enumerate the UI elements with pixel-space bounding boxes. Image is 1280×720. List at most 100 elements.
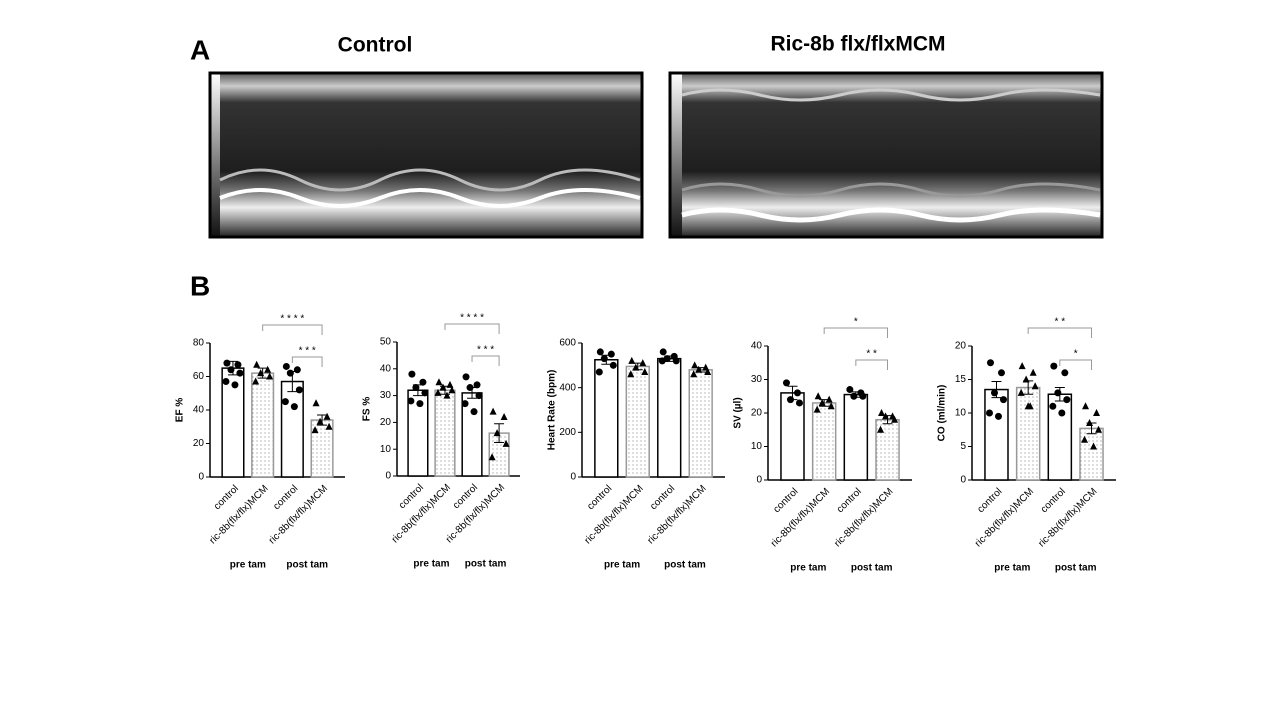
significance-label: * *	[1055, 317, 1066, 328]
data-point	[323, 412, 331, 420]
data-point	[470, 408, 478, 416]
data-point	[466, 384, 474, 392]
data-point	[1081, 435, 1089, 443]
significance-bracket	[855, 359, 889, 370]
data-point	[475, 392, 483, 400]
y-tick-label: 10	[751, 441, 763, 452]
group-label: post tam	[664, 560, 706, 571]
data-point	[793, 389, 801, 397]
data-point	[502, 439, 510, 447]
data-point	[814, 392, 822, 400]
data-point	[813, 405, 821, 413]
y-tick-label: 20	[193, 438, 205, 449]
y-tick-label: 20	[380, 417, 392, 428]
data-point	[500, 413, 508, 421]
data-point	[1022, 375, 1030, 383]
data-point	[704, 368, 712, 376]
y-axis-label: Heart Rate (bpm)	[547, 370, 558, 451]
data-point	[1029, 368, 1037, 376]
data-point	[882, 412, 890, 420]
y-axis-label: CO (ml/min)	[937, 385, 948, 442]
data-point	[421, 389, 429, 397]
echo-image	[668, 71, 1104, 239]
data-point	[1024, 402, 1032, 410]
y-tick-label: 20	[751, 408, 763, 419]
data-point	[1090, 442, 1098, 450]
x-tick-label: control	[1039, 486, 1068, 515]
bar	[657, 357, 682, 478]
data-point	[325, 422, 333, 430]
data-point	[1049, 402, 1057, 410]
data-point	[827, 402, 835, 410]
data-point	[609, 361, 617, 369]
x-tick-label: control	[835, 486, 864, 515]
y-tick-label: 30	[751, 374, 763, 385]
significance-bracket	[823, 327, 889, 338]
y-tick-label: 60	[193, 371, 205, 382]
data-point	[596, 348, 604, 356]
data-point	[1054, 389, 1062, 397]
bar	[843, 393, 869, 481]
data-point	[1063, 396, 1071, 404]
y-axis-label: FS %	[362, 397, 373, 422]
data-point	[231, 381, 239, 389]
y-tick-label: 600	[559, 338, 576, 349]
data-point	[473, 381, 481, 389]
data-point	[985, 409, 993, 417]
data-point	[782, 379, 790, 387]
data-point	[641, 368, 649, 376]
y-tick-label: 40	[380, 363, 392, 374]
data-point	[295, 386, 303, 394]
bar	[594, 359, 619, 478]
data-point	[222, 378, 230, 386]
bar	[1079, 427, 1104, 481]
bar	[434, 389, 456, 477]
significance-label: * * *	[299, 346, 316, 357]
y-tick-label: 0	[570, 472, 576, 483]
echo-image	[208, 71, 644, 239]
significance-bracket	[444, 323, 500, 334]
significance-bracket	[262, 324, 323, 335]
data-point	[850, 392, 858, 400]
data-point	[639, 359, 647, 367]
data-point	[786, 396, 794, 404]
data-point	[859, 392, 867, 400]
group-label: pre tam	[413, 559, 449, 570]
data-point	[1050, 362, 1058, 370]
significance-label: * * *	[477, 345, 494, 356]
data-point	[416, 400, 424, 408]
data-point	[439, 383, 447, 391]
data-point	[659, 348, 667, 356]
x-tick-label: control	[975, 486, 1004, 515]
data-point	[607, 350, 615, 358]
significance-label: *	[1074, 349, 1078, 360]
data-point	[488, 453, 496, 461]
bar	[251, 372, 275, 478]
data-point	[1093, 409, 1101, 416]
y-tick-label: 15	[955, 374, 967, 385]
data-point	[435, 378, 443, 386]
y-tick-label: 40	[751, 341, 763, 352]
group-label: post tam	[286, 560, 328, 571]
data-point	[690, 370, 698, 378]
data-point	[658, 357, 666, 365]
x-tick-label: control	[648, 483, 677, 512]
group-label: post tam	[1055, 563, 1097, 574]
data-point	[691, 361, 699, 369]
data-point	[293, 366, 301, 374]
x-tick-label: ric-8b(flx/flx)MCM	[769, 486, 832, 549]
y-tick-label: 0	[385, 471, 391, 482]
data-point	[257, 369, 265, 377]
data-point	[1095, 425, 1103, 433]
y-tick-label: 40	[193, 405, 205, 416]
y-tick-label: 20	[955, 341, 967, 352]
data-point	[443, 391, 451, 399]
data-point	[878, 409, 886, 416]
y-tick-label: 30	[380, 390, 392, 401]
y-tick-label: 200	[559, 427, 576, 438]
data-point	[281, 398, 289, 406]
data-point	[253, 360, 261, 368]
panel-label: A	[190, 34, 210, 65]
image-title: Ric-8b flx/flxMCM	[770, 33, 945, 56]
data-point	[407, 397, 415, 405]
